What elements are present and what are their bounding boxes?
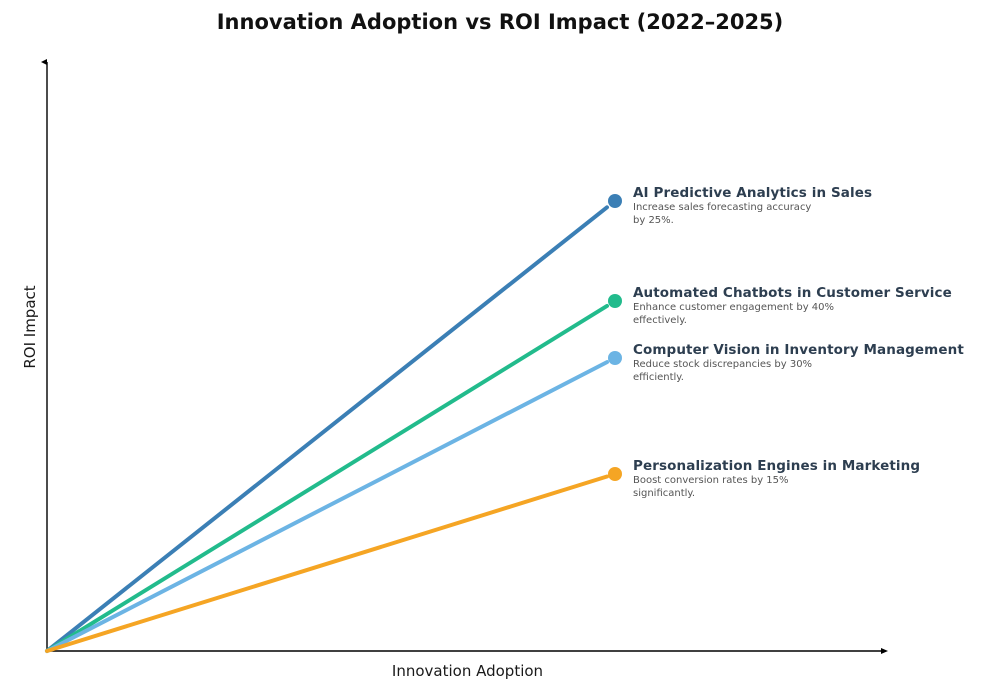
x-axis-label: Innovation Adoption [391, 662, 544, 680]
series-annotation: Personalization Engines in Marketing Boos… [633, 458, 920, 500]
series-annotation-title: AI Predictive Analytics in Sales [633, 185, 873, 201]
series-line [45, 360, 609, 653]
chart-title: Innovation Adoption vs ROI Impact (2022–… [216, 10, 784, 34]
series-annotation-description-line: efficiently. [633, 371, 684, 383]
series-annotation: Computer Vision in Inventory Management R… [633, 342, 964, 384]
series-annotation-description: Reduce stock discrepancies by 30% efficie… [633, 359, 964, 384]
y-axis-label: ROI Impact [21, 285, 39, 369]
series-annotation-title: Computer Vision in Inventory Management [633, 342, 964, 358]
series-annotation-description: Increase sales forecasting accuracy by 25… [633, 202, 872, 227]
series-annotation-description-line: Boost conversion rates by 15% [633, 475, 789, 486]
series-endpoint-marker[interactable] [608, 467, 622, 481]
series-line [45, 205, 609, 653]
series-annotation-description-line: Enhance customer engagement by 40% [633, 302, 835, 313]
series-endpoint-marker[interactable] [608, 194, 622, 208]
series-group [45, 194, 622, 653]
series-annotation-description: Boost conversion rates by 15% significant… [633, 475, 920, 500]
series-annotation-description-line: Increase sales forecasting accuracy [633, 202, 812, 213]
series-annotation-description: Enhance customer engagement by 40% effect… [633, 302, 952, 327]
series-annotation-description-line: effectively. [633, 314, 687, 326]
series-annotation-description-line: by 25%. [633, 214, 674, 226]
series-line [45, 474, 609, 653]
series-annotation-description-line: significantly. [633, 487, 696, 499]
series-annotation: Automated Chatbots in Customer Service En… [633, 285, 952, 327]
series-annotation: AI Predictive Analytics in Sales Increase… [633, 185, 872, 227]
series-endpoint-marker[interactable] [608, 351, 622, 365]
series-annotation-title: Automated Chatbots in Customer Service [633, 285, 952, 301]
series-annotation-description-line: Reduce stock discrepancies by 30% [633, 359, 813, 370]
series-annotation-title: Personalization Engines in Marketing [633, 458, 921, 474]
series-endpoint-marker[interactable] [608, 294, 622, 308]
series-line [45, 303, 609, 653]
